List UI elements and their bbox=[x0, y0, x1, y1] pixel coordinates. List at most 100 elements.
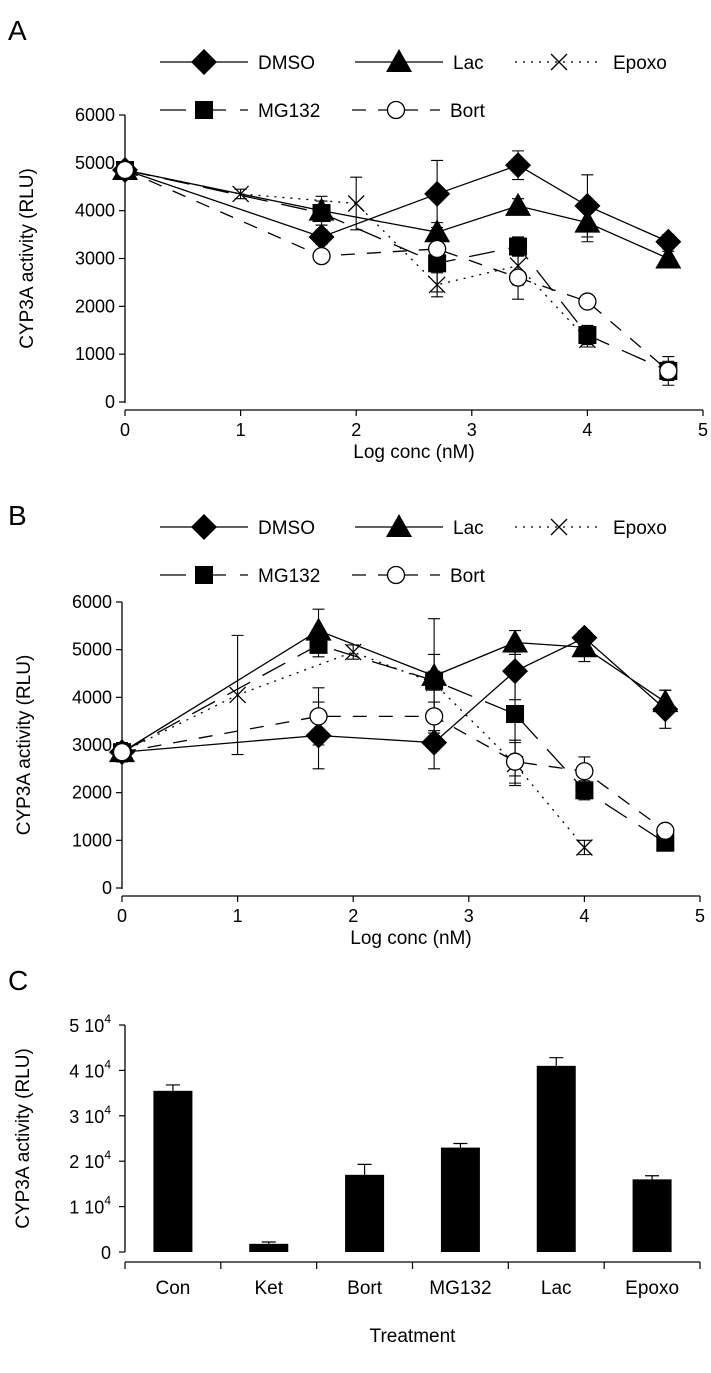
y-tick-label: 3000 bbox=[75, 249, 115, 269]
error-bar-ket bbox=[261, 1241, 276, 1244]
legend-marker-bort bbox=[386, 565, 406, 585]
error-bar-bort bbox=[357, 1163, 372, 1175]
data-point-bort bbox=[505, 752, 525, 771]
data-point-lac bbox=[502, 629, 529, 653]
y-axis-title: CYP3A activity (RLU) bbox=[14, 655, 35, 836]
legend-label-epoxo: Epoxo bbox=[613, 518, 667, 539]
data-point-mg132 bbox=[312, 204, 331, 223]
x-axis-title: Log conc (nM) bbox=[353, 442, 474, 463]
bar-ket bbox=[249, 1243, 289, 1252]
data-point-mg132 bbox=[425, 671, 444, 690]
y-tick-label: 6000 bbox=[72, 592, 112, 612]
panel-letter-c: C bbox=[8, 965, 28, 996]
data-point-bort bbox=[508, 268, 528, 287]
series-line-bort bbox=[121, 715, 666, 832]
x-tick-label-ket: Ket bbox=[254, 1278, 283, 1299]
x-tick-label: 3 bbox=[464, 906, 474, 926]
bar-mg132 bbox=[440, 1147, 480, 1252]
legend-marker-lac bbox=[386, 514, 412, 537]
data-point-bort bbox=[115, 160, 135, 180]
x-tick-label-epoxo: Epoxo bbox=[625, 1278, 679, 1299]
data-point-bort bbox=[578, 292, 597, 311]
data-point-bort bbox=[309, 707, 328, 726]
chart-panel-c: 0 1 104 2 104 3 104 4 104 5 104 Con Ket Bort MG13… bbox=[13, 1012, 701, 1347]
data-point-lac bbox=[655, 245, 682, 269]
x-tick-label: 0 bbox=[120, 420, 130, 440]
data-point-lac bbox=[652, 689, 679, 713]
x-tick-label-lac: Lac bbox=[541, 1278, 572, 1299]
series-line-lac bbox=[121, 629, 666, 753]
series-line-dmso bbox=[121, 636, 666, 753]
series-line-mg132 bbox=[124, 169, 669, 372]
y-tick-label: 1 104 bbox=[69, 1194, 111, 1218]
y-tick-label: 3 104 bbox=[69, 1103, 111, 1127]
y-axis-title: CYP3A activity (RLU) bbox=[13, 1048, 34, 1229]
data-point-dmso bbox=[424, 180, 451, 207]
data-point-mg132 bbox=[506, 705, 525, 724]
error-bar-epoxo bbox=[645, 1175, 660, 1180]
x-tick-label: 3 bbox=[467, 420, 477, 440]
legend-label-mg132: MG132 bbox=[258, 101, 320, 122]
data-point-dmso bbox=[308, 223, 335, 250]
chart-panel-b: 0 1000 2000 3000 4000 5000 6000 0 1 2 3 4 5 Log conc … bbox=[14, 514, 705, 949]
data-point-bort bbox=[659, 361, 678, 381]
y-tick-label: 1000 bbox=[72, 830, 112, 850]
legend-marker-mg132 bbox=[195, 101, 213, 119]
legend-marker-dmso bbox=[191, 49, 217, 75]
error-bar-lac bbox=[549, 1057, 564, 1066]
legend-label-bort: Bort bbox=[450, 566, 486, 587]
data-point-mg132 bbox=[509, 237, 528, 256]
panel-letter-b: B bbox=[8, 500, 27, 531]
x-tick-label: 5 bbox=[695, 906, 705, 926]
x-axis-title: Treatment bbox=[370, 1326, 457, 1347]
y-tick-label: 5000 bbox=[72, 640, 112, 660]
bar-bort bbox=[345, 1174, 385, 1252]
bar-lac bbox=[536, 1065, 576, 1252]
data-point-lac bbox=[574, 209, 601, 233]
y-tick-label: 0 bbox=[105, 392, 115, 412]
series-line-mg132 bbox=[121, 644, 666, 844]
series-line-dmso bbox=[124, 164, 669, 243]
data-point-mg132 bbox=[309, 635, 328, 654]
legend-label-dmso: DMSO bbox=[258, 518, 315, 539]
data-point-lac bbox=[571, 634, 598, 658]
data-point-epoxo bbox=[575, 839, 593, 856]
data-point-epoxo bbox=[347, 195, 365, 212]
legend-marker-epoxo bbox=[550, 518, 568, 536]
x-tick-label: 4 bbox=[579, 906, 589, 926]
y-tick-label: 2 104 bbox=[69, 1148, 111, 1172]
error-bar-con bbox=[165, 1084, 180, 1091]
bar-con bbox=[153, 1090, 193, 1252]
data-point-lac bbox=[305, 617, 332, 641]
y-tick-label: 5 104 bbox=[69, 1012, 111, 1036]
legend-label-bort: Bort bbox=[450, 101, 486, 122]
x-axis-title: Log conc (nM) bbox=[350, 928, 471, 949]
bar-epoxo bbox=[632, 1179, 672, 1252]
legend-marker-dmso bbox=[191, 514, 217, 540]
y-tick-label: 4 104 bbox=[69, 1057, 111, 1081]
y-tick-label: 2000 bbox=[75, 296, 115, 316]
data-point-bort bbox=[112, 743, 132, 762]
y-axis-title: CYP3A activity (RLU) bbox=[17, 168, 38, 349]
data-point-epoxo bbox=[229, 686, 247, 704]
series-line-lac bbox=[124, 169, 669, 260]
y-tick-label: 6000 bbox=[75, 105, 115, 125]
legend-marker-lac bbox=[386, 49, 412, 72]
x-tick-label: 5 bbox=[698, 420, 708, 440]
legend-label-mg132: MG132 bbox=[258, 566, 320, 587]
data-point-mg132 bbox=[578, 326, 597, 345]
legend-marker-bort bbox=[386, 100, 406, 120]
data-point-dmso bbox=[655, 228, 682, 255]
legend-marker-mg132 bbox=[195, 566, 213, 584]
y-tick-label: 2000 bbox=[72, 783, 112, 803]
data-point-epoxo bbox=[232, 185, 250, 203]
y-tick-label: 1000 bbox=[75, 344, 115, 364]
x-tick-label-bort: Bort bbox=[347, 1278, 383, 1299]
legend-label-lac: Lac bbox=[453, 53, 484, 74]
y-tick-label: 3000 bbox=[72, 735, 112, 755]
series-line-bort bbox=[124, 169, 669, 372]
panel-letter-a: A bbox=[8, 15, 27, 46]
x-tick-label: 4 bbox=[582, 420, 592, 440]
x-tick-label: 1 bbox=[236, 420, 246, 440]
